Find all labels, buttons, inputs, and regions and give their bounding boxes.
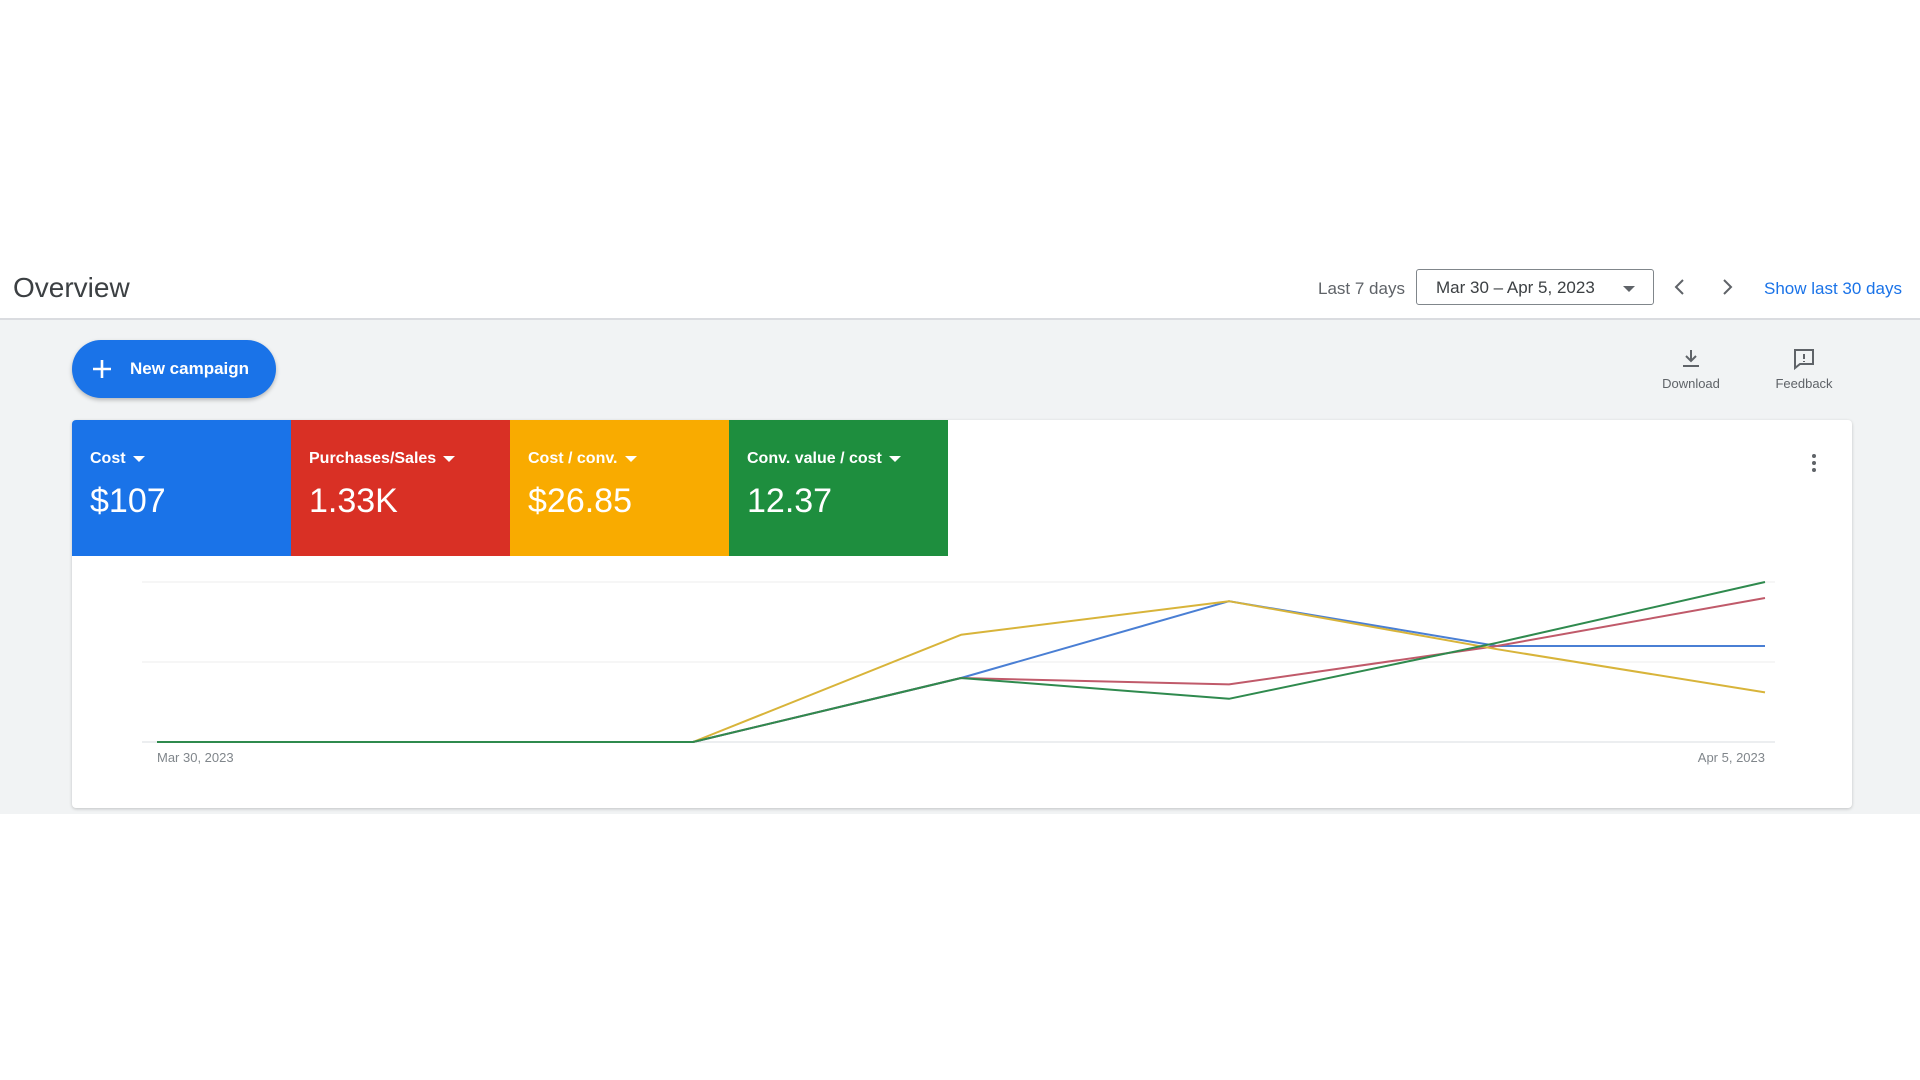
more-options-icon[interactable] xyxy=(1810,454,1818,476)
metric-value-cost: $107 xyxy=(90,482,166,520)
page-title: Overview xyxy=(13,272,130,303)
metric-label-conv-value-per-cost: Conv. value / cost xyxy=(747,450,882,467)
download-button[interactable]: Download xyxy=(1651,346,1731,396)
caret-down-icon xyxy=(132,455,145,462)
metric-label-purchases-sales: Purchases/Sales xyxy=(309,450,437,467)
new-campaign-button[interactable]: New campaign xyxy=(72,340,276,398)
performance-line-chart: Mar 30, 2023 Apr 5, 2023 xyxy=(142,581,1775,765)
chart-series-line-4 xyxy=(157,581,1766,743)
previous-period-button[interactable] xyxy=(1667,272,1693,302)
date-range-value: Mar 30 – Apr 5, 2023 xyxy=(1436,278,1595,297)
metric-card-conv-value-per-cost[interactable]: Conv. value / cost 12.37 xyxy=(729,420,948,556)
show-last-30-days-link[interactable]: Show last 30 days xyxy=(1764,279,1902,298)
caret-down-icon xyxy=(888,455,901,462)
metric-label-cost: Cost xyxy=(90,450,126,467)
metric-label-cost-per-conv: Cost / conv. xyxy=(528,450,618,467)
date-range-select[interactable]: Mar 30 – Apr 5, 2023 xyxy=(1416,269,1654,305)
overview-content: New campaign Download Feedback Cost $107… xyxy=(0,320,1920,814)
metric-card-purchases-sales[interactable]: Purchases/Sales 1.33K xyxy=(291,420,510,556)
plus-icon xyxy=(93,360,111,378)
date-range-preset-label: Last 7 days xyxy=(1318,279,1405,298)
metric-value-purchases-sales: 1.33K xyxy=(309,482,398,520)
feedback-icon xyxy=(1794,349,1814,371)
feedback-button[interactable]: Feedback xyxy=(1764,346,1844,396)
metric-value-conv-value-per-cost: 12.37 xyxy=(747,482,833,520)
caret-down-icon xyxy=(443,455,456,462)
chevron-left-icon xyxy=(1674,279,1684,295)
metric-card-cost-per-conv[interactable]: Cost / conv. $26.85 xyxy=(510,420,729,556)
performance-card: Cost $107 Purchases/Sales 1.33K Cost / c… xyxy=(72,420,1852,808)
caret-down-icon xyxy=(1623,286,1635,292)
metric-card-cost[interactable]: Cost $107 xyxy=(72,420,291,556)
metric-value-cost-per-conv: $26.85 xyxy=(528,482,632,520)
chart-series-line-1 xyxy=(157,600,1765,743)
chart-series-line-2 xyxy=(157,597,1766,743)
chart-x-tick-label: Mar 30, 2023 xyxy=(157,750,234,765)
feedback-label: Feedback xyxy=(1775,376,1833,391)
caret-down-icon xyxy=(624,455,637,462)
new-campaign-label: New campaign xyxy=(130,359,250,378)
overview-header: Overview Last 7 days Mar 30 – Apr 5, 202… xyxy=(0,262,1920,320)
next-period-button[interactable] xyxy=(1714,272,1740,302)
chart-series-line-3 xyxy=(157,600,1766,743)
download-icon xyxy=(1683,350,1699,367)
chart-x-tick-label: Apr 5, 2023 xyxy=(1698,750,1765,765)
chevron-right-icon xyxy=(1723,279,1733,295)
download-label: Download xyxy=(1662,376,1720,391)
